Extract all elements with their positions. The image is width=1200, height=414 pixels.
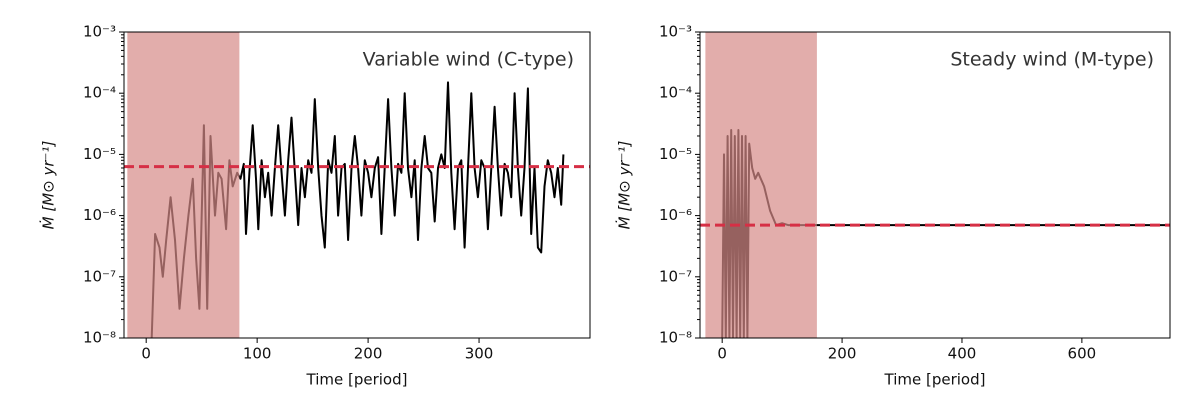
y-tick-label: 10⁻³ (83, 23, 116, 41)
y-tick-label: 10⁻⁴ (659, 84, 692, 102)
y-tick-label: 10⁻⁸ (659, 329, 692, 347)
panel: 10⁻⁸ 10⁻⁷ 10⁻⁶ 10⁻⁵ 10⁻⁴ 10⁻³ 0 100 200 300 Time [… (39, 23, 591, 389)
x-tick-label: 200 (828, 345, 857, 363)
x-tick-label: 100 (243, 345, 272, 363)
y-tick-label: 10⁻⁵ (659, 145, 692, 163)
y-tick-label: 10⁻⁷ (83, 267, 116, 285)
y-tick-label: 10⁻⁶ (659, 206, 692, 224)
y-tick-label: 10⁻⁵ (83, 145, 116, 163)
panel: 10⁻⁸ 10⁻⁷ 10⁻⁶ 10⁻⁵ 10⁻⁴ 10⁻³ 0 200 400 600 Time [… (615, 23, 1171, 389)
x-axis-label: Time [period] (884, 371, 986, 389)
plot-area (124, 32, 590, 338)
annotation: Variable wind (C-type) (363, 49, 574, 71)
plot-area (700, 32, 1170, 338)
y-tick-label: 10⁻³ (659, 23, 692, 41)
x-tick-label: 200 (354, 345, 383, 363)
y-axis-label: Ṁ [M⊙ yr⁻¹] (615, 141, 634, 230)
x-tick-label: 300 (465, 345, 494, 363)
y-tick-label: 10⁻⁸ (83, 329, 116, 347)
shaded-region (127, 32, 240, 338)
x-tick-label: 400 (948, 345, 977, 363)
x-tick-label: 600 (1068, 345, 1097, 363)
x-axis-label: Time [period] (306, 371, 408, 389)
y-axis-label: Ṁ [M⊙ yr⁻¹] (39, 141, 58, 230)
axes-frame (699, 31, 1171, 339)
shaded-region (705, 32, 817, 338)
x-tick-label: 0 (717, 345, 727, 363)
annotation: Steady wind (M-type) (950, 49, 1154, 71)
y-tick-label: 10⁻⁷ (659, 267, 692, 285)
y-tick-label: 10⁻⁴ (83, 84, 116, 102)
y-tick-label: 10⁻⁶ (83, 206, 116, 224)
axes-frame (123, 31, 591, 339)
x-tick-label: 0 (141, 345, 151, 363)
